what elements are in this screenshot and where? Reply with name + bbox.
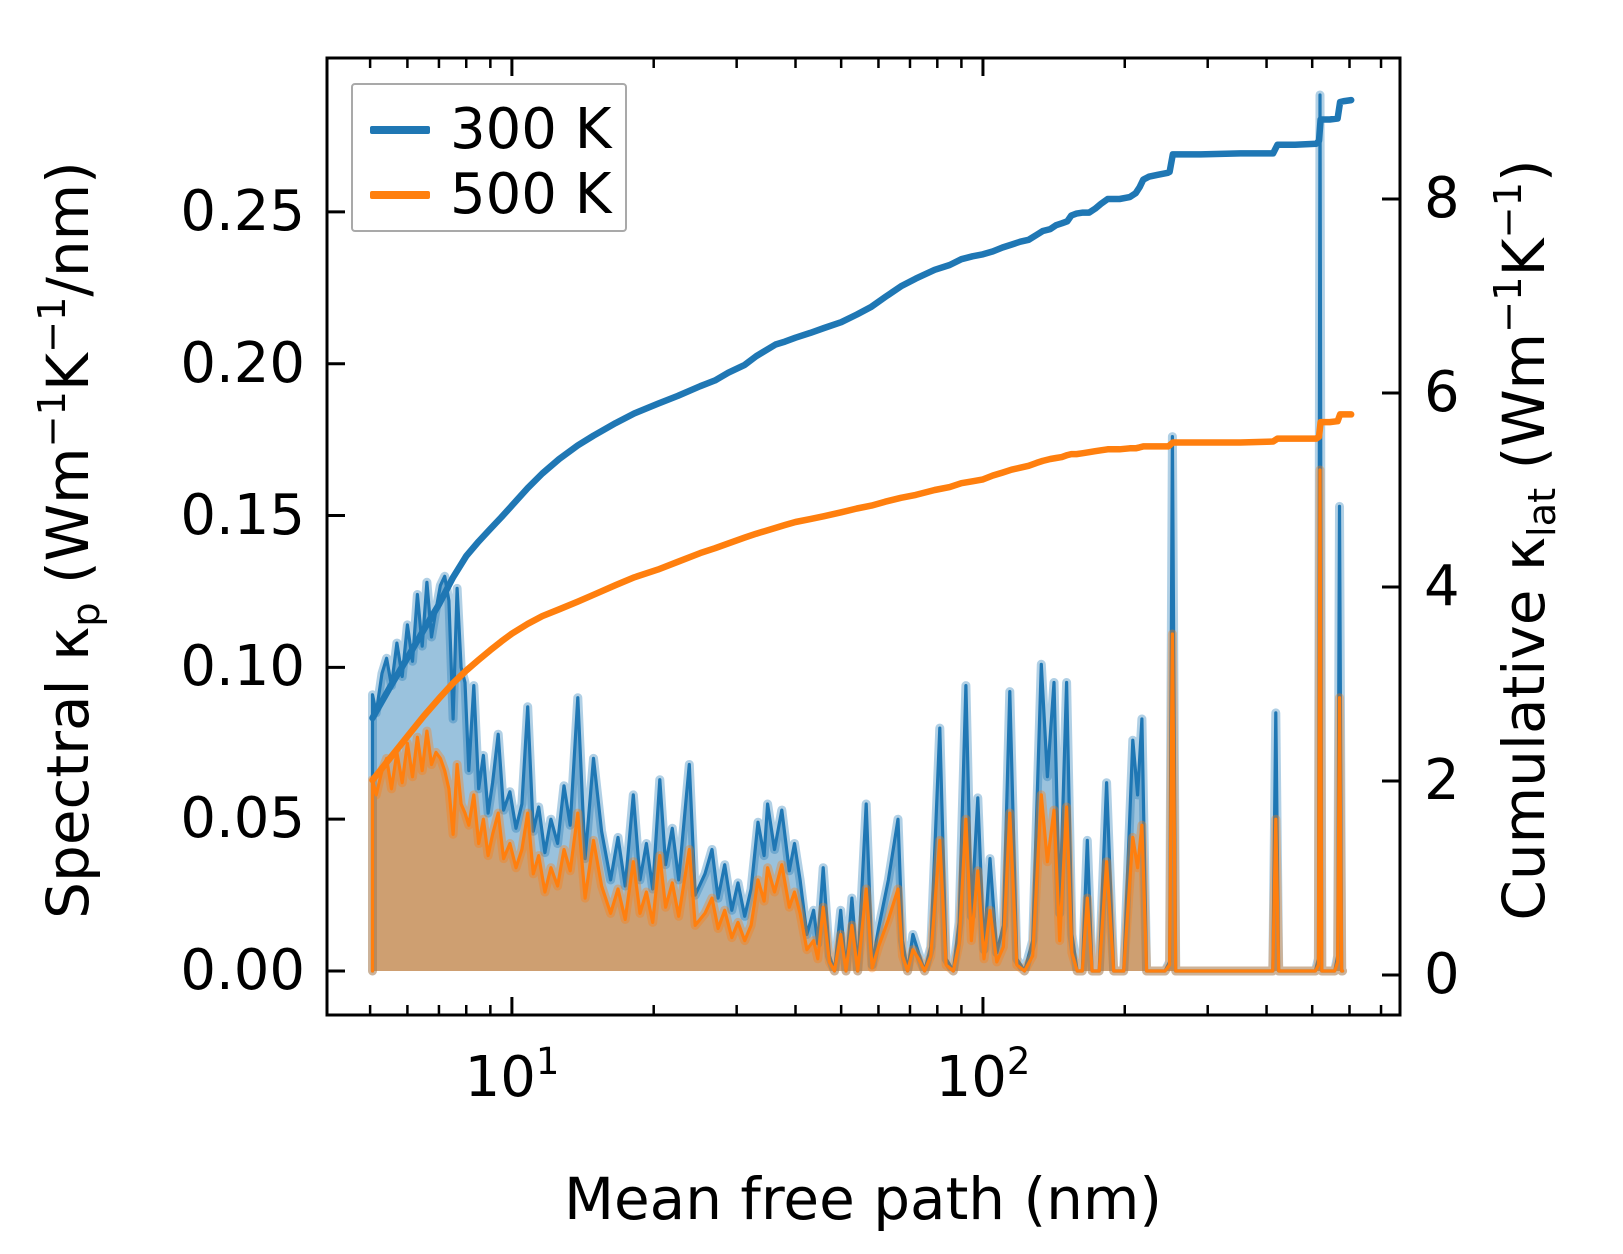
y-right-axis-title: Cumulative κlat (Wm−1K−1): [1486, 159, 1565, 921]
y-left-tick-label: 0.10: [180, 634, 305, 699]
axes-layer: [325, 56, 1402, 1017]
y-right-tick-label: 6: [1424, 360, 1460, 425]
legend-line-500k: [370, 191, 430, 199]
y-right-tick-label: 0: [1424, 942, 1460, 1007]
y-left-tick-label: 0.25: [180, 179, 305, 244]
legend-item-300k: 300 K: [353, 100, 625, 160]
x-tick-label: 102: [935, 1039, 1031, 1110]
legend-line-300k: [370, 126, 430, 134]
legend: 300 K 500 K: [351, 83, 627, 232]
legend-label-300k: 300 K: [450, 97, 612, 162]
y-left-axis-title: Spectral κp (Wm−1K−1/nm): [30, 161, 109, 919]
y-left-tick-label: 0.20: [180, 331, 305, 396]
y-right-tick-label: 2: [1424, 748, 1460, 813]
y-left-tick-label: 0.05: [180, 786, 305, 851]
legend-label-500k: 500 K: [450, 162, 612, 227]
legend-item-500k: 500 K: [353, 165, 625, 225]
y-left-tick-label: 0.15: [180, 483, 305, 548]
y-right-tick-label: 4: [1424, 554, 1460, 619]
x-tick-label: 101: [464, 1039, 560, 1110]
y-left-tick-label: 0.00: [180, 938, 305, 1003]
plot-data-layer: [368, 90, 1355, 976]
y-right-tick-label: 8: [1424, 166, 1460, 231]
x-axis-title: Mean free path (nm): [563, 1165, 1163, 1233]
